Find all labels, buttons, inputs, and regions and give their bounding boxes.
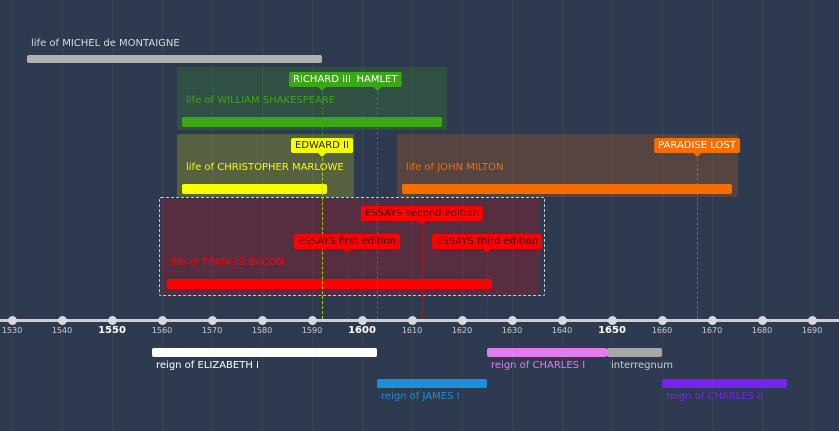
event-line [377,92,378,319]
tick-dot [758,316,767,325]
tick-label: 1650 [598,325,626,336]
tick-label: 1560 [151,326,173,335]
life-bar[interactable] [167,279,492,289]
life-label: life of FRANCIS BACON [171,257,285,268]
grid-line [512,0,513,431]
event-line [487,254,488,319]
reign-label: reign of CHARLES II [666,391,764,402]
tick-dot [408,316,417,325]
grid-line [562,0,563,431]
reign-label: reign of JAMES I [381,391,460,402]
event-tag-essays-first-edition[interactable]: ESSAYS first edition [293,234,401,253]
reign-label: interregnum [611,360,673,371]
life-bar[interactable] [182,117,442,127]
tick-label: 1600 [348,325,376,336]
event-line [422,226,423,319]
grid-line [762,0,763,431]
tick-dot [558,316,567,325]
reign-label: reign of CHARLES I [491,360,586,371]
tick-dot [508,316,517,325]
tick-label: 1550 [98,325,126,336]
tick-label: 1620 [451,326,473,335]
grid-line [162,0,163,431]
tick-dot [8,316,17,325]
reign-label: reign of ELIZABETH I [156,360,259,371]
tick-label: 1680 [751,326,773,335]
reign-bar[interactable] [152,348,377,357]
life-bar[interactable] [182,184,327,194]
tick-label: 1640 [551,326,573,335]
tick-dot [658,316,667,325]
life-bar[interactable] [402,184,732,194]
tick-dot [58,316,67,325]
tick-dot [258,316,267,325]
tick-label: 1590 [301,326,323,335]
grid-line [712,0,713,431]
selection-outline [159,197,545,296]
tick-dot [108,316,117,325]
event-line [347,254,348,319]
tick-dot [808,316,817,325]
grid-line [612,0,613,431]
tick-label: 1690 [801,326,823,335]
tick-label: 1530 [1,326,23,335]
life-bar[interactable] [27,55,322,63]
event-tag-hamlet[interactable]: HAMLET [352,72,402,91]
tick-label: 1580 [251,326,273,335]
tick-label: 1660 [651,326,673,335]
tick-dot [608,316,617,325]
tick-dot [708,316,717,325]
grid-line [12,0,13,431]
tick-label: 1670 [701,326,723,335]
grid-line [262,0,263,431]
tick-dot [308,316,317,325]
tick-label: 1610 [401,326,423,335]
tick-label: 1540 [51,326,73,335]
tick-dot [158,316,167,325]
event-tag-essays-third-edition[interactable]: ESSAYS third edition [432,234,542,253]
grid-line [312,0,313,431]
event-line [697,158,698,319]
tick-label: 1570 [201,326,223,335]
tick-dot [208,316,217,325]
tick-dot [458,316,467,325]
event-tag-paradise-lost[interactable]: PARADISE LOST [654,138,740,157]
grid-line [662,0,663,431]
life-label: life of WILLIAM SHAKESPEARE [186,95,336,106]
event-tag-richard-iii[interactable]: RICHARD III [289,72,355,91]
life-label: life of CHRISTOPHER MARLOWE [186,162,344,173]
grid-line [62,0,63,431]
tick-dot [358,316,367,325]
grid-line [112,0,113,431]
reign-bar[interactable] [607,348,662,357]
event-tag-edward-ii[interactable]: EDWARD II [291,138,353,157]
timeline-axis [0,319,839,322]
tick-label: 1630 [501,326,523,335]
grid-line [812,0,813,431]
reign-bar[interactable] [662,379,787,388]
event-tag-essays-second-edition[interactable]: ESSAYS second edition [360,206,484,225]
reign-bar[interactable] [487,348,607,357]
life-label: life of JOHN MILTON [406,162,504,173]
reign-bar[interactable] [377,379,487,388]
life-label: life of MICHEL de MONTAIGNE [31,38,180,49]
grid-line [212,0,213,431]
